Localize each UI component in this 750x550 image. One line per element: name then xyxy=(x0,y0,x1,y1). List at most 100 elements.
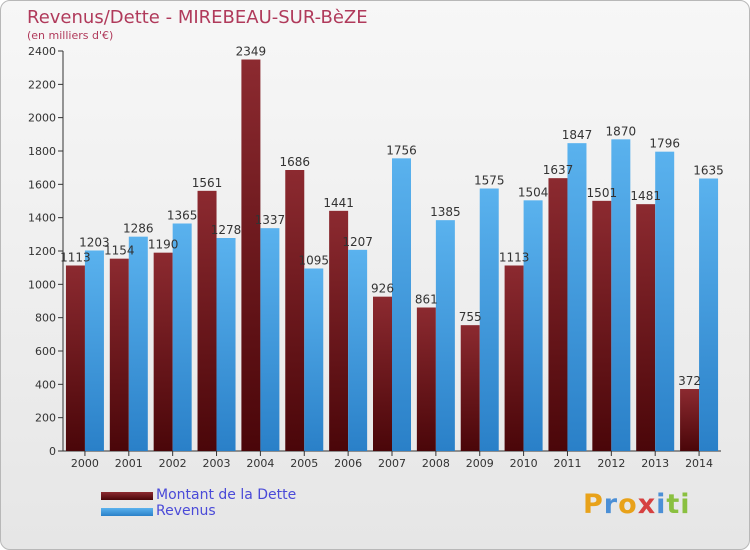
data-label-revenus: 1207 xyxy=(342,235,373,249)
bar-dette xyxy=(65,265,85,451)
data-label-revenus: 1870 xyxy=(606,124,637,138)
x-tick-label: 2004 xyxy=(246,457,274,470)
y-tick-label: 0 xyxy=(49,445,56,458)
data-label-revenus: 1756 xyxy=(386,143,417,157)
bar-dette xyxy=(592,200,612,451)
bar-revenus xyxy=(479,188,499,451)
data-label-dette: 861 xyxy=(415,293,438,307)
data-label-dette: 1686 xyxy=(279,155,310,169)
bar-revenus xyxy=(84,250,104,451)
data-label-dette: 372 xyxy=(678,374,701,388)
data-label-dette: 2349 xyxy=(236,45,267,59)
legend-label-revenus: Revenus xyxy=(156,503,216,519)
bar-revenus xyxy=(611,139,631,452)
x-tick-label: 2008 xyxy=(422,457,450,470)
y-tick-label: 200 xyxy=(35,412,56,425)
bar-dette xyxy=(109,258,129,451)
data-label-dette: 755 xyxy=(459,310,482,324)
data-label-dette: 1481 xyxy=(630,189,661,203)
logo-letter: t xyxy=(666,489,681,520)
bar-dette xyxy=(153,252,173,451)
data-label-revenus: 1504 xyxy=(518,185,549,199)
y-tick-label: 1600 xyxy=(28,178,56,191)
x-tick-label: 2007 xyxy=(378,457,406,470)
y-tick-label: 800 xyxy=(35,312,56,325)
data-label-revenus: 1278 xyxy=(211,223,242,237)
logo-letter: P xyxy=(583,489,604,520)
bar-revenus xyxy=(216,238,236,451)
legend-swatch-revenus xyxy=(101,508,153,516)
data-label-revenus: 1365 xyxy=(167,209,198,223)
x-tick-label: 2005 xyxy=(290,457,318,470)
data-label-revenus: 1635 xyxy=(693,164,724,178)
x-tick-label: 2010 xyxy=(510,457,538,470)
logo-letter: i xyxy=(656,489,667,520)
y-tick-label: 2400 xyxy=(28,45,56,58)
x-tick-label: 2001 xyxy=(115,457,143,470)
bar-dette xyxy=(504,265,524,451)
data-label-revenus: 1385 xyxy=(430,205,461,219)
bar-revenus xyxy=(523,200,543,451)
bar-dette xyxy=(285,170,305,451)
logo-letter: x xyxy=(637,489,657,520)
y-tick-label: 1800 xyxy=(28,145,56,158)
logo-letter: o xyxy=(618,489,638,520)
x-tick-label: 2011 xyxy=(553,457,581,470)
bar-dette xyxy=(197,190,217,452)
data-label-revenus: 1203 xyxy=(79,236,110,250)
x-tick-label: 2012 xyxy=(597,457,625,470)
x-tick-label: 2013 xyxy=(641,457,669,470)
bar-revenus xyxy=(567,143,587,451)
data-label-dette: 1441 xyxy=(323,196,354,210)
bar-dette xyxy=(329,210,349,451)
x-tick-label: 2006 xyxy=(334,457,362,470)
bar-revenus xyxy=(172,223,192,451)
bar-dette xyxy=(373,296,392,451)
x-tick-label: 2000 xyxy=(71,457,99,470)
bar-dette xyxy=(416,307,436,451)
bar-revenus xyxy=(128,236,148,451)
y-tick-label: 400 xyxy=(35,378,56,391)
bar-dette xyxy=(636,204,656,451)
y-tick-label: 2000 xyxy=(28,112,56,125)
data-label-revenus: 1286 xyxy=(123,222,154,236)
x-tick-label: 2002 xyxy=(159,457,187,470)
bar-revenus xyxy=(304,268,324,451)
data-label-revenus: 1796 xyxy=(649,137,680,151)
data-label-dette: 1561 xyxy=(192,176,223,190)
data-label-revenus: 1575 xyxy=(474,174,505,188)
bar-revenus xyxy=(260,228,280,451)
data-label-revenus: 1337 xyxy=(255,213,286,227)
data-label-revenus: 1847 xyxy=(562,128,593,142)
bar-revenus xyxy=(699,178,719,451)
logo-letter: r xyxy=(603,489,619,520)
logo-letter: i xyxy=(680,489,691,520)
bar-dette xyxy=(460,325,480,451)
data-label-dette: 1113 xyxy=(499,251,530,265)
y-tick-label: 2200 xyxy=(28,78,56,91)
data-label-dette: 1154 xyxy=(104,244,135,258)
data-label-dette: 926 xyxy=(371,282,394,296)
x-tick-label: 2009 xyxy=(466,457,494,470)
x-tick-label: 2014 xyxy=(685,457,713,470)
chart-title: Revenus/Dette - MIREBEAU-SUR-BèZE xyxy=(27,7,368,28)
bar-revenus xyxy=(348,249,368,451)
legend-swatch-dette xyxy=(101,492,153,500)
data-label-dette: 1637 xyxy=(543,163,574,177)
bar-dette xyxy=(548,178,568,451)
y-tick-label: 1200 xyxy=(28,245,56,258)
y-tick-label: 1400 xyxy=(28,212,56,225)
chart-subtitle: (en milliers d'€) xyxy=(27,29,114,42)
y-tick-label: 600 xyxy=(35,345,56,358)
data-label-revenus: 1095 xyxy=(298,254,329,268)
y-tick-label: 1000 xyxy=(28,278,56,291)
x-tick-label: 2003 xyxy=(203,457,231,470)
bar-revenus xyxy=(392,158,411,452)
bar-dette xyxy=(680,389,700,451)
bar-revenus xyxy=(435,220,455,451)
data-label-dette: 1113 xyxy=(60,251,91,265)
bar-dette xyxy=(241,59,261,451)
legend-label-dette: Montant de la Dette xyxy=(156,487,297,503)
